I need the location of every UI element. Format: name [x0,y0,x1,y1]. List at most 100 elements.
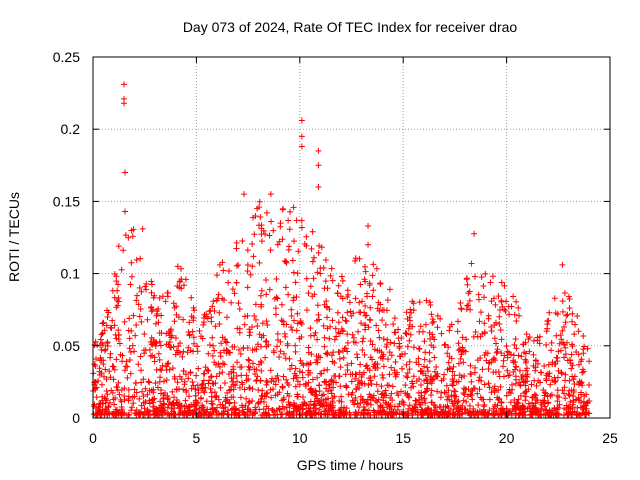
data-point [390,321,397,328]
data-point [458,348,465,355]
data-point [180,316,187,323]
data-point [367,411,374,418]
data-point [554,311,561,318]
data-point [517,405,524,412]
data-point [526,334,533,341]
data-point [520,404,527,411]
data-point [356,404,363,411]
data-point [239,408,246,415]
data-point [132,410,139,417]
data-point [156,378,163,385]
data-point [274,295,281,302]
data-point [311,401,318,408]
data-point [121,100,128,107]
data-point [119,408,126,415]
data-point [173,386,180,393]
data-point [559,308,566,315]
data-point [563,312,570,319]
data-point [104,307,111,314]
data-point [365,241,372,248]
data-point [158,312,165,319]
data-point [429,316,436,323]
data-point [258,367,265,374]
data-point [186,393,193,400]
data-point [444,350,451,357]
data-point [283,321,290,328]
data-point [285,291,292,298]
data-point [377,402,384,409]
data-point [277,348,284,355]
data-point [446,323,453,330]
data-point [136,395,143,402]
data-point [97,336,104,343]
data-point [125,234,132,241]
data-point [283,258,290,265]
data-point [395,326,402,333]
data-point [136,313,143,320]
data-point [220,297,227,304]
data-point [557,347,564,354]
data-point [153,366,160,373]
data-point [438,377,445,384]
data-point [554,398,561,405]
data-point [285,410,292,417]
data-point [276,405,283,412]
data-point [450,402,457,409]
data-point [142,399,149,406]
data-point [580,368,587,375]
data-point [562,319,569,326]
data-point [252,406,259,413]
data-point [324,351,331,358]
data-point [152,343,159,350]
data-point [312,393,319,400]
data-point [523,373,530,380]
data-point [344,287,351,294]
data-point [282,284,289,291]
data-point [315,147,322,154]
data-point [424,380,431,387]
data-point [519,410,526,417]
data-point [115,281,122,288]
data-point [428,387,435,394]
data-point [258,303,265,310]
data-point [354,381,361,388]
data-point [561,290,568,297]
data-point [338,273,345,280]
data-point [566,392,573,399]
data-point [91,361,98,368]
data-point [546,309,553,316]
data-point [371,346,378,353]
data-point [338,393,345,400]
data-point [109,363,116,370]
data-point [449,376,456,383]
data-point [171,411,178,418]
data-point [263,403,270,410]
data-point [581,393,588,400]
data-point [151,358,158,365]
data-point [173,397,180,404]
data-point [256,222,263,229]
data-point [211,347,218,354]
data-point [130,400,137,407]
data-point [328,376,335,383]
grid-lines [93,57,610,418]
data-point [168,326,175,333]
data-point [100,373,107,380]
data-point [279,397,286,404]
axis-ticks [92,56,611,419]
data-point [258,412,265,419]
data-point [503,392,510,399]
data-point [272,305,279,312]
data-point [213,272,220,279]
data-point [301,240,308,247]
data-point [339,277,346,284]
data-point [469,396,476,403]
data-point [246,357,253,364]
data-point [504,367,511,374]
data-point [104,313,111,320]
data-point [198,382,205,389]
data-point [352,394,359,401]
data-point [272,392,279,399]
data-point [260,227,267,234]
data-point [228,394,235,401]
